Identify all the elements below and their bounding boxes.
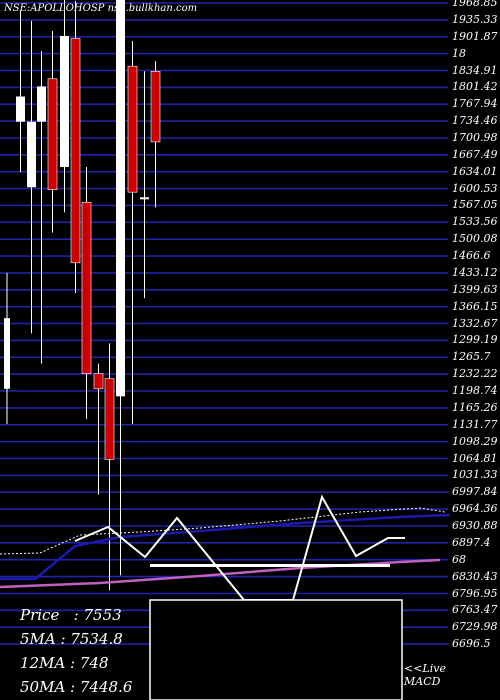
ma50-label: 50MA [20, 678, 66, 696]
y-tick-label: 1098.29 [452, 434, 498, 448]
macd-box [149, 599, 403, 700]
price-label: Price [20, 606, 60, 624]
y-tick-label: 1366.15 [452, 299, 498, 313]
y-tick-label: 6897.4 [452, 535, 491, 549]
y-tick-label: 6930.88 [452, 519, 498, 532]
y-tick-label: 1433.12 [452, 265, 498, 279]
y-tick-label: 1131.77 [452, 417, 498, 431]
macd-panel [149, 564, 403, 700]
ma50-readout: 50MA : 7448.6 [20, 678, 133, 696]
y-tick-label: 6763.47 [452, 603, 498, 617]
chart-title: NSE:APOLLOHOSP ns1.bullkhan.com [4, 3, 198, 14]
candle-body [104, 378, 115, 460]
candle-body [37, 86, 46, 122]
ma50-line [0, 558, 441, 589]
candle-body [4, 318, 10, 389]
y-tick-label: 1600.53 [452, 181, 498, 195]
y-tick-label: 1968.85 [452, 0, 498, 9]
y-tick-label: 1700.98 [452, 131, 498, 144]
y-tick-label: 1232.22 [452, 367, 498, 381]
y-tick-label: 1332.67 [452, 316, 498, 330]
y-tick-label: 1031.33 [452, 468, 498, 482]
ma12-readout: 12MA : 748 [20, 654, 109, 672]
y-tick-label: 1533.56 [452, 215, 498, 229]
y-tick-label: 6997.84 [452, 485, 498, 499]
y-tick-label: 1801.42 [452, 80, 498, 94]
ma12-line [0, 513, 451, 581]
y-tick-label: 1667.49 [452, 147, 498, 161]
y-tick-label: 1634.01 [452, 164, 498, 178]
candle-body [60, 36, 69, 167]
y-tick-label: 18 [452, 46, 466, 60]
y-tick-label: 1767.94 [452, 97, 498, 111]
candle-body [140, 197, 149, 200]
candle-body [150, 71, 161, 143]
y-tick-label: 1165.26 [452, 400, 498, 414]
candle-body [47, 78, 58, 191]
ma5-readout: 5MA : 7534.8 [20, 630, 123, 648]
y-tick-label: 1901.87 [452, 29, 498, 43]
y-tick-label: 1265.7 [452, 350, 491, 364]
y-tick-label: 1399.63 [452, 282, 498, 296]
y-tick-label: 1567.05 [452, 198, 498, 212]
macd-label: MACD [404, 675, 441, 688]
price-value: 7553 [83, 606, 122, 624]
moving-average-lines [0, 494, 451, 601]
candle-body [116, 0, 125, 397]
candlestick-series [4, 0, 161, 591]
price-readout: Price : 7553 [20, 606, 122, 624]
ma5-label: 5MA [20, 630, 56, 648]
ma50-value: 7448.6 [79, 678, 133, 696]
candle-body [93, 373, 104, 390]
ma12-value: 748 [79, 654, 109, 672]
y-tick-label: 1198.74 [452, 384, 498, 397]
candle-body [27, 121, 36, 188]
candle-body [16, 96, 25, 122]
ma12-label: 12MA [20, 654, 66, 672]
y-tick-label: 1064.81 [452, 451, 498, 465]
candle-body [81, 202, 92, 374]
y-tick-label: 68 [452, 552, 466, 566]
candle-body [127, 65, 138, 193]
ma5-value: 7534.8 [70, 630, 123, 648]
y-tick-label: 1734.46 [452, 114, 498, 128]
ma5-line [0, 507, 446, 555]
y-tick-label: 1466.6 [452, 249, 491, 263]
y-tick-label: 6729.98 [452, 620, 498, 634]
y-tick-label: 1299.19 [452, 333, 498, 347]
y-tick-label: 6830.43 [452, 569, 498, 583]
y-tick-label: 6796.95 [452, 586, 498, 600]
y-tick-label: 1834.91 [452, 63, 498, 77]
y-tick-label: 6964.36 [452, 502, 498, 516]
y-tick-label: 6696.5 [452, 637, 491, 651]
y-tick-label: 1500.08 [452, 232, 498, 246]
y-tick-label: 1935.33 [452, 12, 498, 26]
candle-body [70, 38, 81, 264]
live-macd-link[interactable]: <<Live [404, 662, 446, 675]
